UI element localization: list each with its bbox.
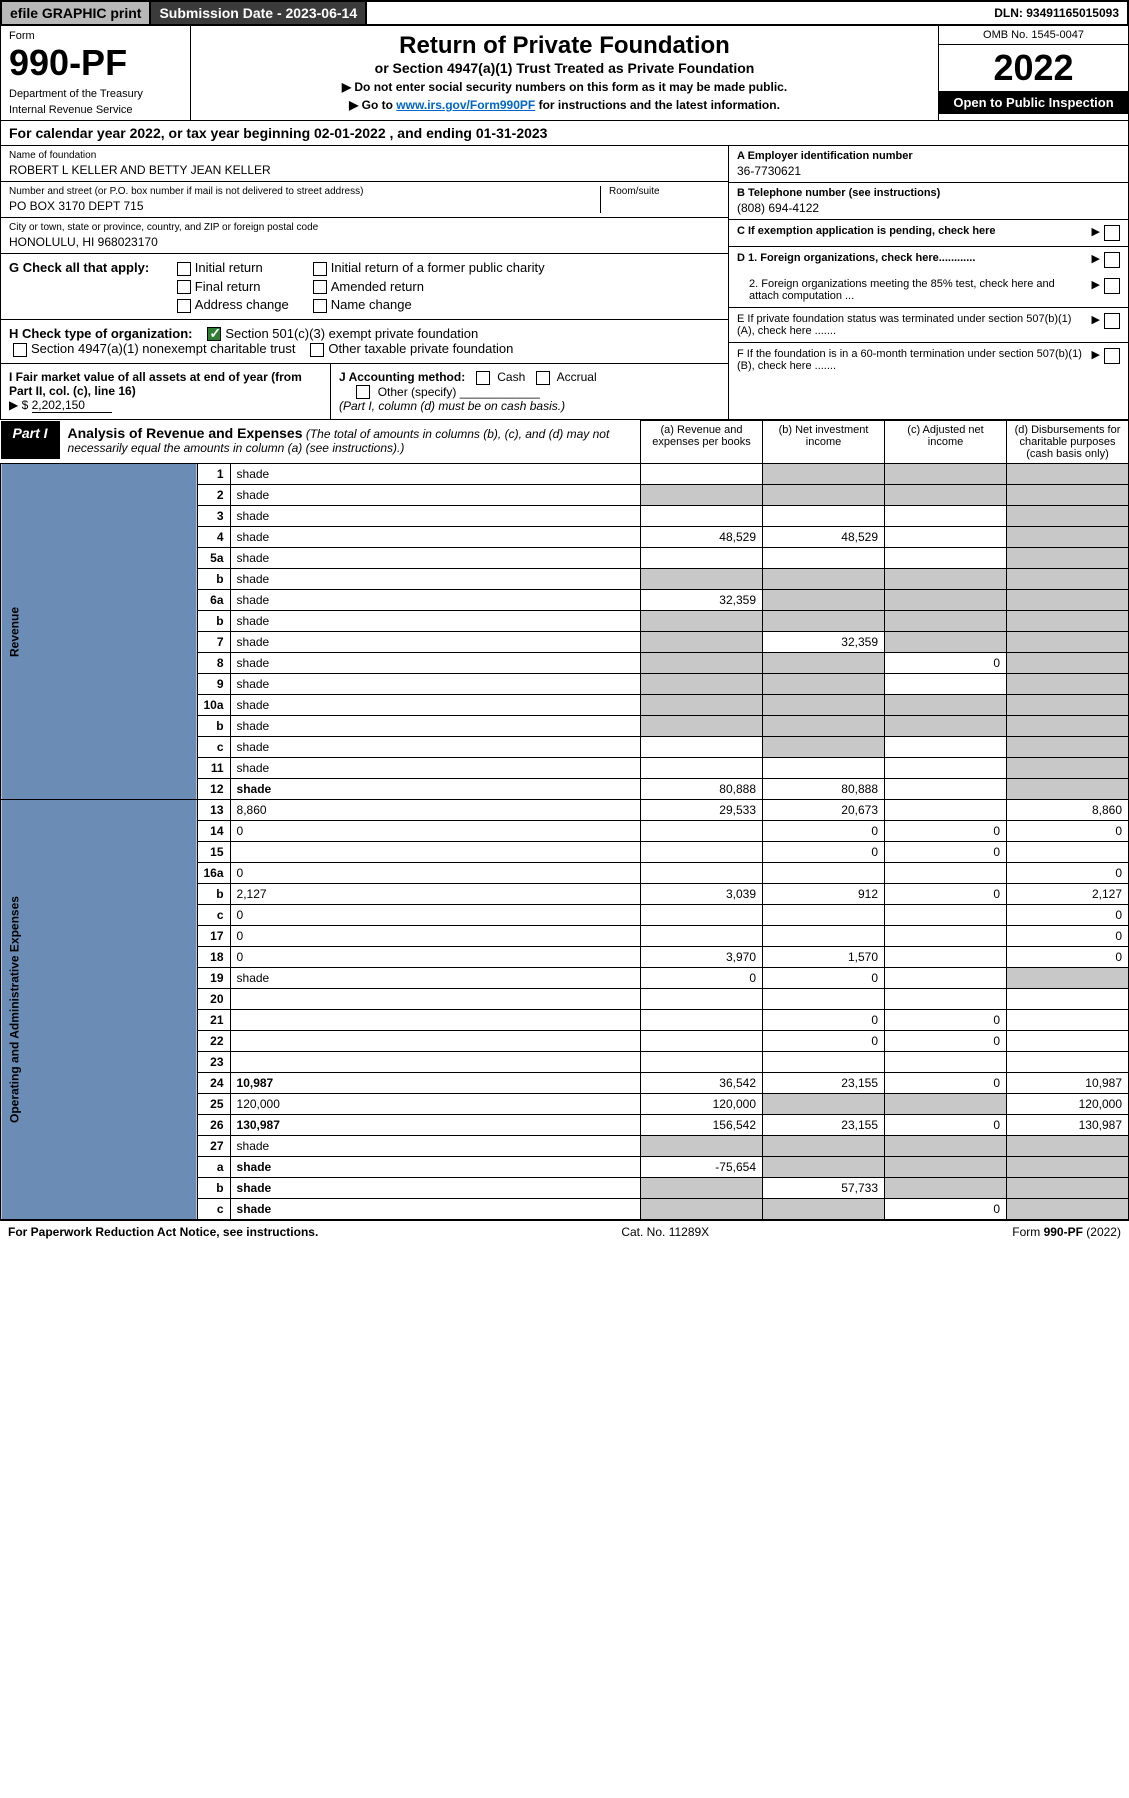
form-title: Return of Private Foundation bbox=[197, 32, 932, 60]
city-label: City or town, state or province, country… bbox=[9, 222, 720, 233]
form-header: Form 990-PF Department of the Treasury I… bbox=[0, 26, 1129, 121]
section-h: H Check type of organization: Section 50… bbox=[1, 320, 728, 364]
foundation-name-label: Name of foundation bbox=[9, 150, 720, 161]
g-label: G Check all that apply: bbox=[9, 260, 149, 275]
cb-4947a1[interactable] bbox=[13, 343, 27, 357]
goto-prefix: ▶ Go to bbox=[349, 98, 396, 112]
tax-year: 2022 bbox=[939, 45, 1128, 91]
opt-4947a1: Section 4947(a)(1) nonexempt charitable … bbox=[31, 341, 295, 356]
opt-addr-change: Address change bbox=[195, 297, 289, 312]
omb-number: OMB No. 1545-0047 bbox=[939, 26, 1128, 45]
cb-amended-return[interactable] bbox=[313, 280, 327, 294]
form-subtitle: or Section 4947(a)(1) Trust Treated as P… bbox=[197, 60, 932, 76]
irs-label: Internal Revenue Service bbox=[9, 104, 182, 116]
phone-value: (808) 694-4122 bbox=[737, 201, 1120, 215]
cb-85pct-test[interactable] bbox=[1104, 278, 1120, 294]
cb-foreign-org[interactable] bbox=[1104, 252, 1120, 268]
ssn-warning: ▶ Do not enter social security numbers o… bbox=[197, 80, 932, 94]
cb-cash[interactable] bbox=[476, 371, 490, 385]
form-label: Form bbox=[9, 30, 182, 42]
section-g: G Check all that apply: Initial return I… bbox=[1, 254, 728, 320]
fmv-value: 2,202,150 bbox=[32, 398, 112, 413]
room-label: Room/suite bbox=[609, 186, 720, 197]
foundation-name: ROBERT L KELLER AND BETTY JEAN KELLER bbox=[9, 163, 720, 177]
part1-title: Analysis of Revenue and Expenses bbox=[68, 425, 303, 441]
col-d-header: (d) Disbursements for charitable purpose… bbox=[1007, 421, 1129, 464]
dln: DLN: 93491165015093 bbox=[986, 3, 1127, 23]
table-row: Revenue1shade bbox=[1, 464, 1129, 485]
i-label: I Fair market value of all assets at end… bbox=[9, 370, 302, 398]
e-label: E If private foundation status was termi… bbox=[737, 313, 1088, 337]
revenue-side-label: Revenue bbox=[1, 464, 198, 800]
cb-final-return[interactable] bbox=[177, 280, 191, 294]
form990pf-link[interactable]: www.irs.gov/Form990PF bbox=[396, 98, 535, 112]
cb-501c3[interactable] bbox=[207, 327, 221, 341]
address-value: PO BOX 3170 DEPT 715 bbox=[9, 199, 600, 213]
city-value: HONOLULU, HI 968023170 bbox=[9, 235, 720, 249]
goto-suffix: for instructions and the latest informat… bbox=[535, 98, 780, 112]
d1-label: D 1. Foreign organizations, check here..… bbox=[737, 252, 975, 264]
c-label: C If exemption application is pending, c… bbox=[737, 225, 996, 237]
opt-initial: Initial return bbox=[195, 260, 263, 275]
col-c-header: (c) Adjusted net income bbox=[885, 421, 1007, 464]
opt-name-change: Name change bbox=[331, 297, 412, 312]
cb-60month[interactable] bbox=[1104, 348, 1120, 364]
efile-print-button[interactable]: efile GRAPHIC print bbox=[2, 2, 151, 24]
phone-label: B Telephone number (see instructions) bbox=[737, 187, 940, 199]
col-a-header: (a) Revenue and expenses per books bbox=[641, 421, 763, 464]
opt-other: Other (specify) bbox=[378, 385, 457, 399]
instructions-link-row: ▶ Go to www.irs.gov/Form990PF for instru… bbox=[197, 98, 932, 112]
cb-accrual[interactable] bbox=[536, 371, 550, 385]
section-i: I Fair market value of all assets at end… bbox=[1, 364, 331, 420]
f-label: F If the foundation is in a 60-month ter… bbox=[737, 348, 1088, 372]
info-section: Name of foundation ROBERT L KELLER AND B… bbox=[0, 146, 1129, 420]
cb-status-terminated[interactable] bbox=[1104, 313, 1120, 329]
top-bar: efile GRAPHIC print Submission Date - 20… bbox=[0, 0, 1129, 26]
opt-other-tax: Other taxable private foundation bbox=[328, 341, 513, 356]
calendar-year-line: For calendar year 2022, or tax year begi… bbox=[0, 121, 1129, 146]
table-row: Operating and Administrative Expenses138… bbox=[1, 800, 1129, 821]
paperwork-notice: For Paperwork Reduction Act Notice, see … bbox=[8, 1225, 318, 1239]
opt-501c3: Section 501(c)(3) exempt private foundat… bbox=[225, 326, 478, 341]
cb-other-method[interactable] bbox=[356, 385, 370, 399]
j-note: (Part I, column (d) must be on cash basi… bbox=[339, 399, 565, 413]
cb-address-change[interactable] bbox=[177, 299, 191, 313]
opt-former: Initial return of a former public charit… bbox=[331, 260, 545, 275]
form-ref: Form 990-PF (2022) bbox=[1012, 1225, 1121, 1239]
expenses-side-label: Operating and Administrative Expenses bbox=[1, 800, 198, 1220]
cb-exemption-pending[interactable] bbox=[1104, 225, 1120, 241]
form-number: 990-PF bbox=[9, 42, 182, 84]
opt-cash: Cash bbox=[497, 370, 525, 384]
submission-date: Submission Date - 2023-06-14 bbox=[151, 2, 367, 24]
cb-name-change[interactable] bbox=[313, 299, 327, 313]
opt-accrual: Accrual bbox=[557, 370, 597, 384]
col-b-header: (b) Net investment income bbox=[763, 421, 885, 464]
part1-label: Part I bbox=[1, 421, 60, 459]
d2-label: 2. Foreign organizations meeting the 85%… bbox=[737, 278, 1088, 302]
section-j: J Accounting method: Cash Accrual Other … bbox=[331, 364, 728, 420]
j-label: J Accounting method: bbox=[339, 370, 465, 384]
cb-initial-former[interactable] bbox=[313, 262, 327, 276]
cb-initial-return[interactable] bbox=[177, 262, 191, 276]
dept-treasury: Department of the Treasury bbox=[9, 88, 182, 100]
opt-final: Final return bbox=[195, 279, 261, 294]
page-footer: For Paperwork Reduction Act Notice, see … bbox=[0, 1220, 1129, 1243]
ein-label: A Employer identification number bbox=[737, 150, 913, 162]
ein-value: 36-7730621 bbox=[737, 164, 1120, 178]
cat-number: Cat. No. 11289X bbox=[621, 1225, 709, 1239]
h-label: H Check type of organization: bbox=[9, 326, 192, 341]
part1-table: Part I Analysis of Revenue and Expenses … bbox=[0, 420, 1129, 1220]
cb-other-taxable[interactable] bbox=[310, 343, 324, 357]
address-label: Number and street (or P.O. box number if… bbox=[9, 186, 600, 197]
opt-amended: Amended return bbox=[331, 279, 424, 294]
open-to-public: Open to Public Inspection bbox=[939, 91, 1128, 114]
